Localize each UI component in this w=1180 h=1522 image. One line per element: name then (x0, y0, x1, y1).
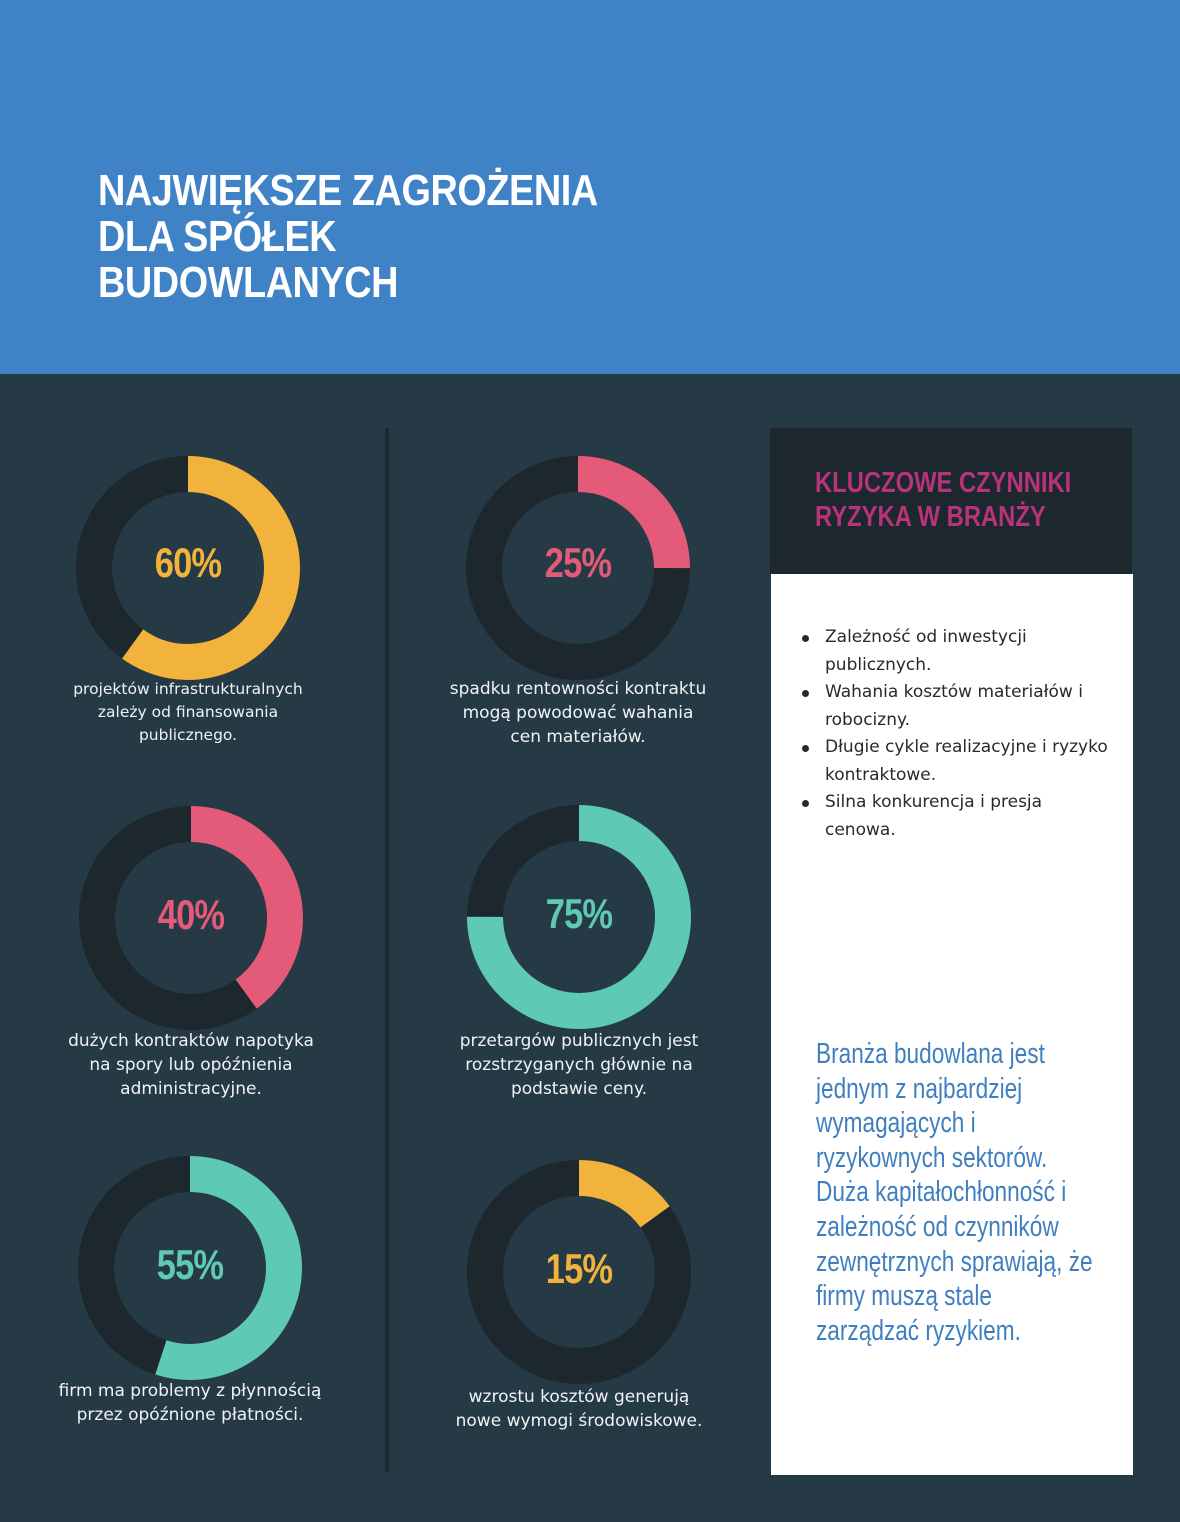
risk-factors-panel: Zależność od inwestycji publicznych. Wah… (771, 574, 1133, 1475)
risk-item: Zależność od inwestycji publicznych. (799, 624, 1109, 679)
donut-chart (466, 456, 690, 680)
stat-caption: firm ma problemy z płynnością przez opóź… (58, 1381, 322, 1425)
header-banner: NAJWIĘKSZE ZAGROŻENIA DLA SPÓŁEK BUDOWLA… (0, 0, 1180, 374)
bullet-icon (802, 635, 809, 642)
donut-chart (76, 456, 300, 680)
donut-chart (467, 1160, 691, 1384)
donut-chart (467, 805, 691, 1029)
title-line: BUDOWLANYCH (98, 258, 399, 307)
stat-card: 25% spadku rentowności kontraktu mogą po… (413, 455, 743, 749)
stat-value: 55% (156, 1241, 224, 1288)
stat-card: 60% projektów infrastrukturalnych zależy… (23, 455, 353, 747)
stat-value: 40% (157, 891, 225, 938)
donut-chart (78, 1156, 302, 1380)
risk-item: Długie cykle realizacyjne i ryzyko kontr… (799, 734, 1109, 789)
bullet-icon (802, 690, 809, 697)
stat-caption: wzrostu kosztów generują nowe wymogi śro… (455, 1387, 703, 1431)
page-title: NAJWIĘKSZE ZAGROŻENIA DLA SPÓŁEK BUDOWLA… (98, 168, 598, 306)
title-line: NAJWIĘKSZE ZAGROŻENIA (98, 166, 598, 215)
donut-chart (79, 806, 303, 1030)
stat-caption: przetargów publicznych jest rozstrzygany… (459, 1031, 699, 1099)
risk-factors-heading: KLUCZOWE CZYNNIKI RYZYKA W BRANŻY (815, 467, 1072, 533)
stat-card: 75% przetargów publicznych jest rozstrzy… (414, 804, 744, 1101)
summary-text: Branża budowlana jest jednym z najbardzi… (816, 1038, 1093, 1347)
stat-value: 25% (544, 539, 612, 586)
risk-item: Silna konkurencja i presja cenowa. (799, 789, 1109, 844)
risk-list: Zależność od inwestycji publicznych. Wah… (799, 624, 1109, 844)
column-divider (385, 428, 389, 1472)
stat-value: 15% (545, 1245, 613, 1292)
stat-value: 60% (154, 539, 222, 586)
bullet-icon (802, 745, 809, 752)
risk-item: Wahania kosztów materiałów i robocizny. (799, 679, 1109, 734)
title-line: DLA SPÓŁEK (98, 212, 337, 261)
bullet-icon (802, 800, 809, 807)
stat-caption: dużych kontraktów napotyka na spory lub … (68, 1031, 314, 1099)
stat-caption: projektów infrastrukturalnych zależy od … (73, 680, 303, 744)
stat-card: 15% wzrostu kosztów generują nowe wymogi… (414, 1159, 744, 1433)
stat-value: 75% (545, 890, 613, 937)
risk-factors-header: KLUCZOWE CZYNNIKI RYZYKA W BRANŻY (770, 428, 1132, 574)
stat-card: 55% firm ma problemy z płynnością przez … (25, 1155, 355, 1427)
stat-card: 40% dużych kontraktów napotyka na spory … (26, 805, 356, 1101)
stat-caption: spadku rentowności kontraktu mogą powodo… (449, 679, 707, 747)
